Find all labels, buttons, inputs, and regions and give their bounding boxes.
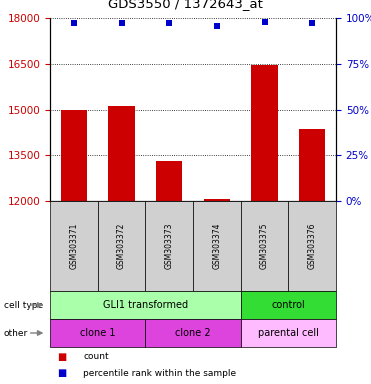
Point (118, 20, 124, 26)
Text: parental cell: parental cell (258, 328, 319, 338)
Bar (299, 129, 325, 201)
Point (309, 20, 315, 26)
Text: GLI1 transformed: GLI1 transformed (103, 300, 188, 310)
Text: GSM303374: GSM303374 (212, 223, 221, 269)
Bar (61, 109, 87, 201)
Bar (156, 161, 182, 201)
Text: GSM303376: GSM303376 (308, 223, 317, 269)
Point (166, 20, 172, 26)
Text: percentile rank within the sample: percentile rank within the sample (83, 369, 237, 378)
Text: GSM303371: GSM303371 (69, 223, 78, 269)
Text: GDS3550 / 1372643_at: GDS3550 / 1372643_at (108, 0, 263, 10)
Text: other: other (4, 328, 28, 338)
Point (71, 20, 77, 26)
Text: count: count (83, 352, 109, 361)
Point (214, 23, 220, 29)
Bar (108, 106, 135, 201)
Text: GSM303375: GSM303375 (260, 223, 269, 269)
Text: ■: ■ (58, 352, 67, 362)
Text: cell type: cell type (4, 301, 43, 310)
Bar (252, 65, 278, 201)
Text: control: control (272, 300, 305, 310)
Text: GSM303372: GSM303372 (117, 223, 126, 269)
Point (262, 18, 267, 25)
Bar (204, 199, 230, 201)
Text: clone 2: clone 2 (175, 328, 211, 338)
Text: ■: ■ (58, 368, 67, 378)
Text: GSM303373: GSM303373 (165, 223, 174, 269)
Text: clone 1: clone 1 (80, 328, 115, 338)
